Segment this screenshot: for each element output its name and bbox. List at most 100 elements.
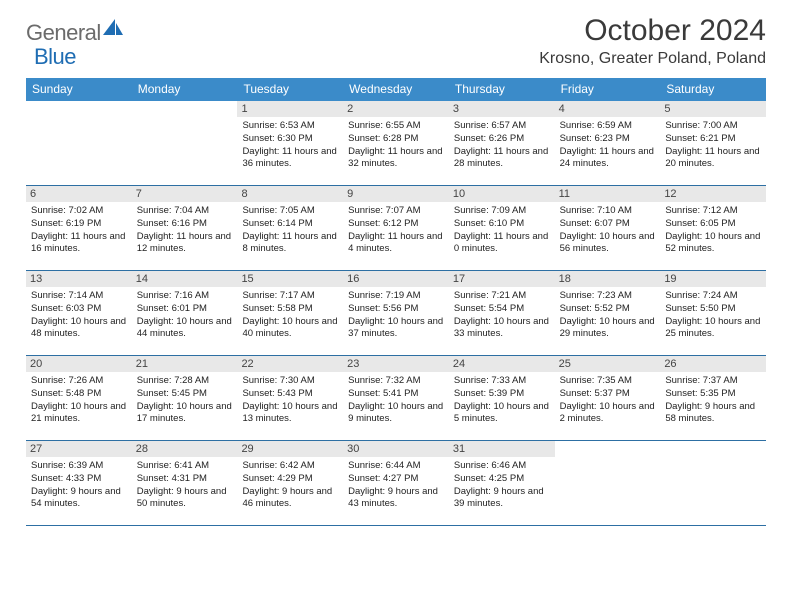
daylight-text: Daylight: 11 hours and 32 minutes. — [348, 146, 442, 170]
sunset-text: Sunset: 6:26 PM — [454, 133, 524, 144]
sunrise-text: Sunrise: 7:19 AM — [348, 290, 420, 301]
sunrise-text: Sunrise: 7:30 AM — [242, 375, 314, 386]
empty-cell — [132, 101, 238, 185]
sunrise-text: Sunrise: 6:46 AM — [454, 460, 526, 471]
sunrise-text: Sunrise: 6:55 AM — [348, 120, 420, 131]
day-info: Sunrise: 6:55 AMSunset: 6:28 PMDaylight:… — [348, 120, 444, 171]
sunset-text: Sunset: 6:23 PM — [560, 133, 630, 144]
daylight-text: Daylight: 11 hours and 12 minutes. — [137, 231, 231, 255]
day-number: 25 — [555, 356, 661, 372]
day-number: 23 — [343, 356, 449, 372]
sunset-text: Sunset: 5:43 PM — [242, 388, 312, 399]
day-cell: 15Sunrise: 7:17 AMSunset: 5:58 PMDayligh… — [237, 271, 343, 355]
day-info: Sunrise: 6:41 AMSunset: 4:31 PMDaylight:… — [137, 460, 233, 511]
daylight-text: Daylight: 11 hours and 8 minutes. — [242, 231, 336, 255]
month-title: October 2024 — [539, 14, 766, 48]
sunrise-text: Sunrise: 7:17 AM — [242, 290, 314, 301]
sunset-text: Sunset: 6:14 PM — [242, 218, 312, 229]
daylight-text: Daylight: 10 hours and 33 minutes. — [454, 316, 549, 340]
sunrise-text: Sunrise: 7:04 AM — [137, 205, 209, 216]
title-block: October 2024 Krosno, Greater Poland, Pol… — [539, 14, 766, 68]
day-cell: 18Sunrise: 7:23 AMSunset: 5:52 PMDayligh… — [555, 271, 661, 355]
calendar-body: 1Sunrise: 6:53 AMSunset: 6:30 PMDaylight… — [26, 101, 766, 526]
day-number: 12 — [660, 186, 766, 202]
sunset-text: Sunset: 6:05 PM — [665, 218, 735, 229]
day-cell: 3 Sunrise: 6:57 AMSunset: 6:26 PMDaylight… — [449, 101, 555, 185]
daylight-text: Daylight: 11 hours and 16 minutes. — [31, 231, 125, 255]
calendar-page: General October 2024 Krosno, Greater Pol… — [0, 0, 792, 536]
day-number: 3 — [449, 101, 555, 117]
calendar-row: 1Sunrise: 6:53 AMSunset: 6:30 PMDaylight… — [26, 101, 766, 186]
sunset-text: Sunset: 5:39 PM — [454, 388, 524, 399]
sunrise-text: Sunrise: 7:21 AM — [454, 290, 526, 301]
sunset-text: Sunset: 6:19 PM — [31, 218, 101, 229]
sunrise-text: Sunrise: 7:33 AM — [454, 375, 526, 386]
calendar-row: 13 Sunrise: 7:14 AMSunset: 6:03 PMDayligh… — [26, 271, 766, 356]
sunrise-text: Sunrise: 7:09 AM — [454, 205, 526, 216]
day-info: Sunrise: 7:35 AMSunset: 5:37 PMDaylight:… — [560, 375, 656, 426]
day-number: 16 — [343, 271, 449, 287]
day-info: Sunrise: 6:53 AMSunset: 6:30 PMDaylight:… — [242, 120, 338, 171]
day-number: 20 — [26, 356, 132, 372]
day-cell: 8Sunrise: 7:05 AMSunset: 6:14 PMDaylight… — [237, 186, 343, 270]
day-cell: 20Sunrise: 7:26 AMSunset: 5:48 PMDayligh… — [26, 356, 132, 440]
sunset-text: Sunset: 6:21 PM — [665, 133, 735, 144]
day-info: Sunrise: 7:23 AMSunset: 5:52 PMDaylight:… — [560, 290, 656, 341]
daylight-text: Daylight: 11 hours and 28 minutes. — [454, 146, 548, 170]
logo-text-general: General — [26, 20, 101, 46]
day-number: 4 — [555, 101, 661, 117]
sunset-text: Sunset: 4:31 PM — [137, 473, 207, 484]
day-info: Sunrise: 7:30 AMSunset: 5:43 PMDaylight:… — [242, 375, 338, 426]
day-number: 14 — [132, 271, 238, 287]
day-cell: 31Sunrise: 6:46 AMSunset: 4:25 PMDayligh… — [449, 441, 555, 525]
sunrise-text: Sunrise: 7:37 AM — [665, 375, 737, 386]
day-cell: 17Sunrise: 7:21 AMSunset: 5:54 PMDayligh… — [449, 271, 555, 355]
sunset-text: Sunset: 6:12 PM — [348, 218, 418, 229]
day-number: 9 — [343, 186, 449, 202]
sunset-text: Sunset: 5:41 PM — [348, 388, 418, 399]
weekday-thursday: Thursday — [449, 78, 555, 101]
daylight-text: Daylight: 9 hours and 58 minutes. — [665, 401, 755, 425]
daylight-text: Daylight: 10 hours and 52 minutes. — [665, 231, 760, 255]
sunrise-text: Sunrise: 7:23 AM — [560, 290, 632, 301]
weekday-tuesday: Tuesday — [237, 78, 343, 101]
calendar-row: 20Sunrise: 7:26 AMSunset: 5:48 PMDayligh… — [26, 356, 766, 441]
day-number: 28 — [132, 441, 238, 457]
day-cell: 13 Sunrise: 7:14 AMSunset: 6:03 PMDayligh… — [26, 271, 132, 355]
daylight-text: Daylight: 10 hours and 56 minutes. — [560, 231, 655, 255]
day-cell: 7Sunrise: 7:04 AMSunset: 6:16 PMDaylight… — [132, 186, 238, 270]
sunset-text: Sunset: 4:25 PM — [454, 473, 524, 484]
day-info: Sunrise: 6:39 AMSunset: 4:33 PMDaylight:… — [31, 460, 127, 511]
sunset-text: Sunset: 5:52 PM — [560, 303, 630, 314]
day-cell: 22Sunrise: 7:30 AMSunset: 5:43 PMDayligh… — [237, 356, 343, 440]
day-number: 19 — [660, 271, 766, 287]
sunrise-text: Sunrise: 6:39 AM — [31, 460, 103, 471]
sunset-text: Sunset: 5:37 PM — [560, 388, 630, 399]
sunset-text: Sunset: 5:45 PM — [137, 388, 207, 399]
sunset-text: Sunset: 6:10 PM — [454, 218, 524, 229]
day-cell: 27Sunrise: 6:39 AMSunset: 4:33 PMDayligh… — [26, 441, 132, 525]
day-cell: 21Sunrise: 7:28 AMSunset: 5:45 PMDayligh… — [132, 356, 238, 440]
sunset-text: Sunset: 4:27 PM — [348, 473, 418, 484]
day-cell: 5Sunrise: 7:00 AMSunset: 6:21 PMDaylight… — [660, 101, 766, 185]
day-cell: 29Sunrise: 6:42 AMSunset: 4:29 PMDayligh… — [237, 441, 343, 525]
empty-cell — [555, 441, 661, 525]
day-info: Sunrise: 7:37 AMSunset: 5:35 PMDaylight:… — [665, 375, 761, 426]
day-info: Sunrise: 7:28 AMSunset: 5:45 PMDaylight:… — [137, 375, 233, 426]
day-info: Sunrise: 7:24 AMSunset: 5:50 PMDaylight:… — [665, 290, 761, 341]
day-cell: 16Sunrise: 7:19 AMSunset: 5:56 PMDayligh… — [343, 271, 449, 355]
daylight-text: Daylight: 10 hours and 9 minutes. — [348, 401, 443, 425]
day-info: Sunrise: 7:14 AMSunset: 6:03 PMDaylight:… — [31, 290, 127, 341]
sunrise-text: Sunrise: 7:16 AM — [137, 290, 209, 301]
day-number: 13 — [26, 271, 132, 287]
day-info: Sunrise: 6:57 AMSunset: 6:26 PMDaylight:… — [454, 120, 550, 171]
sunset-text: Sunset: 6:16 PM — [137, 218, 207, 229]
sunrise-text: Sunrise: 7:07 AM — [348, 205, 420, 216]
sunset-text: Sunset: 6:30 PM — [242, 133, 312, 144]
day-info: Sunrise: 6:44 AMSunset: 4:27 PMDaylight:… — [348, 460, 444, 511]
daylight-text: Daylight: 10 hours and 44 minutes. — [137, 316, 232, 340]
sunset-text: Sunset: 5:48 PM — [31, 388, 101, 399]
calendar-row: 27Sunrise: 6:39 AMSunset: 4:33 PMDayligh… — [26, 441, 766, 526]
day-number: 30 — [343, 441, 449, 457]
daylight-text: Daylight: 11 hours and 4 minutes. — [348, 231, 442, 255]
